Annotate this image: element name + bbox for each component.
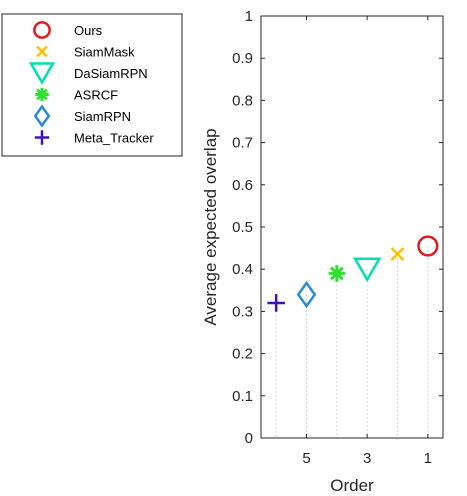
y-tick-label: 0 [245,430,253,447]
marker-asrcf [328,265,346,282]
x-tick-label: 1 [424,450,432,467]
legend: Ours SiamMask DaSiamRPN ASRCF SiamRPN Meta_Tr… [1,13,183,157]
x-tick-label: 3 [363,450,371,467]
legend-label: Meta_Tracker [74,131,154,146]
y-axis-label: Average expected overlap [201,128,220,325]
marker-meta-tracker [267,294,285,312]
y-tick-label: 0.8 [232,92,253,109]
legend-label: SiamMask [74,45,135,60]
y-tick-label: 0.7 [232,135,253,152]
legend-label: SiamRPN [74,109,131,124]
x-tick-label: 5 [302,450,310,467]
legend-label: ASRCF [74,88,118,103]
y-tick-label: 0.9 [232,50,253,67]
y-tick-label: 0.1 [232,388,253,405]
y-tick-label: 0.5 [232,219,253,236]
y-tick-label: 0.4 [232,261,253,278]
y-tick-label: 1 [245,8,253,25]
axes: 0 0.1 0.2 0.3 0.4 0.5 0.6 0.7 0.8 0.9 1 5 3 1 [232,8,444,467]
legend-box [1,13,183,157]
marker-siammask [390,247,405,261]
guide-lines [275,245,429,438]
marker-dasiamrpn [352,257,382,283]
y-tick-label: 0.2 [232,346,253,363]
legend-marker-ours [33,21,51,39]
legend-marker-siammask [36,45,48,58]
legend-marker-siamrpn [33,104,51,128]
legend-marker-asrcf [35,87,49,102]
x-axis-label: Order [330,476,374,495]
legend-label: Ours [74,23,103,38]
marker-siamrpn [296,280,317,309]
legend-marker-meta-tracker [34,130,50,145]
marker-ours [417,235,439,257]
y-tick-label: 0.3 [232,303,253,320]
plot-area [261,16,443,438]
legend-marker-dasiamrpn [28,62,56,85]
y-tick-label: 0.6 [232,177,253,194]
data-markers [267,235,439,312]
legend-label: DaSiamRPN [74,66,148,81]
